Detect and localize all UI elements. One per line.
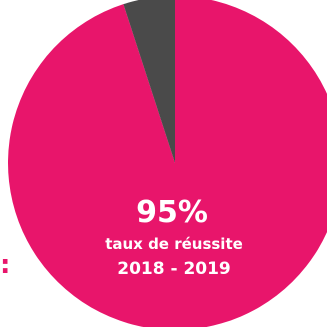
pie-period-label: 2018 - 2019 — [117, 259, 231, 279]
pie-slices — [8, 0, 327, 327]
pie-caption-label: taux de réussite — [105, 235, 243, 253]
pie-value-label: 95% — [136, 195, 208, 230]
side-colon-mark: : — [0, 250, 11, 280]
pie-slice-1 — [123, 0, 175, 163]
pie-slice-0 — [8, 0, 327, 327]
